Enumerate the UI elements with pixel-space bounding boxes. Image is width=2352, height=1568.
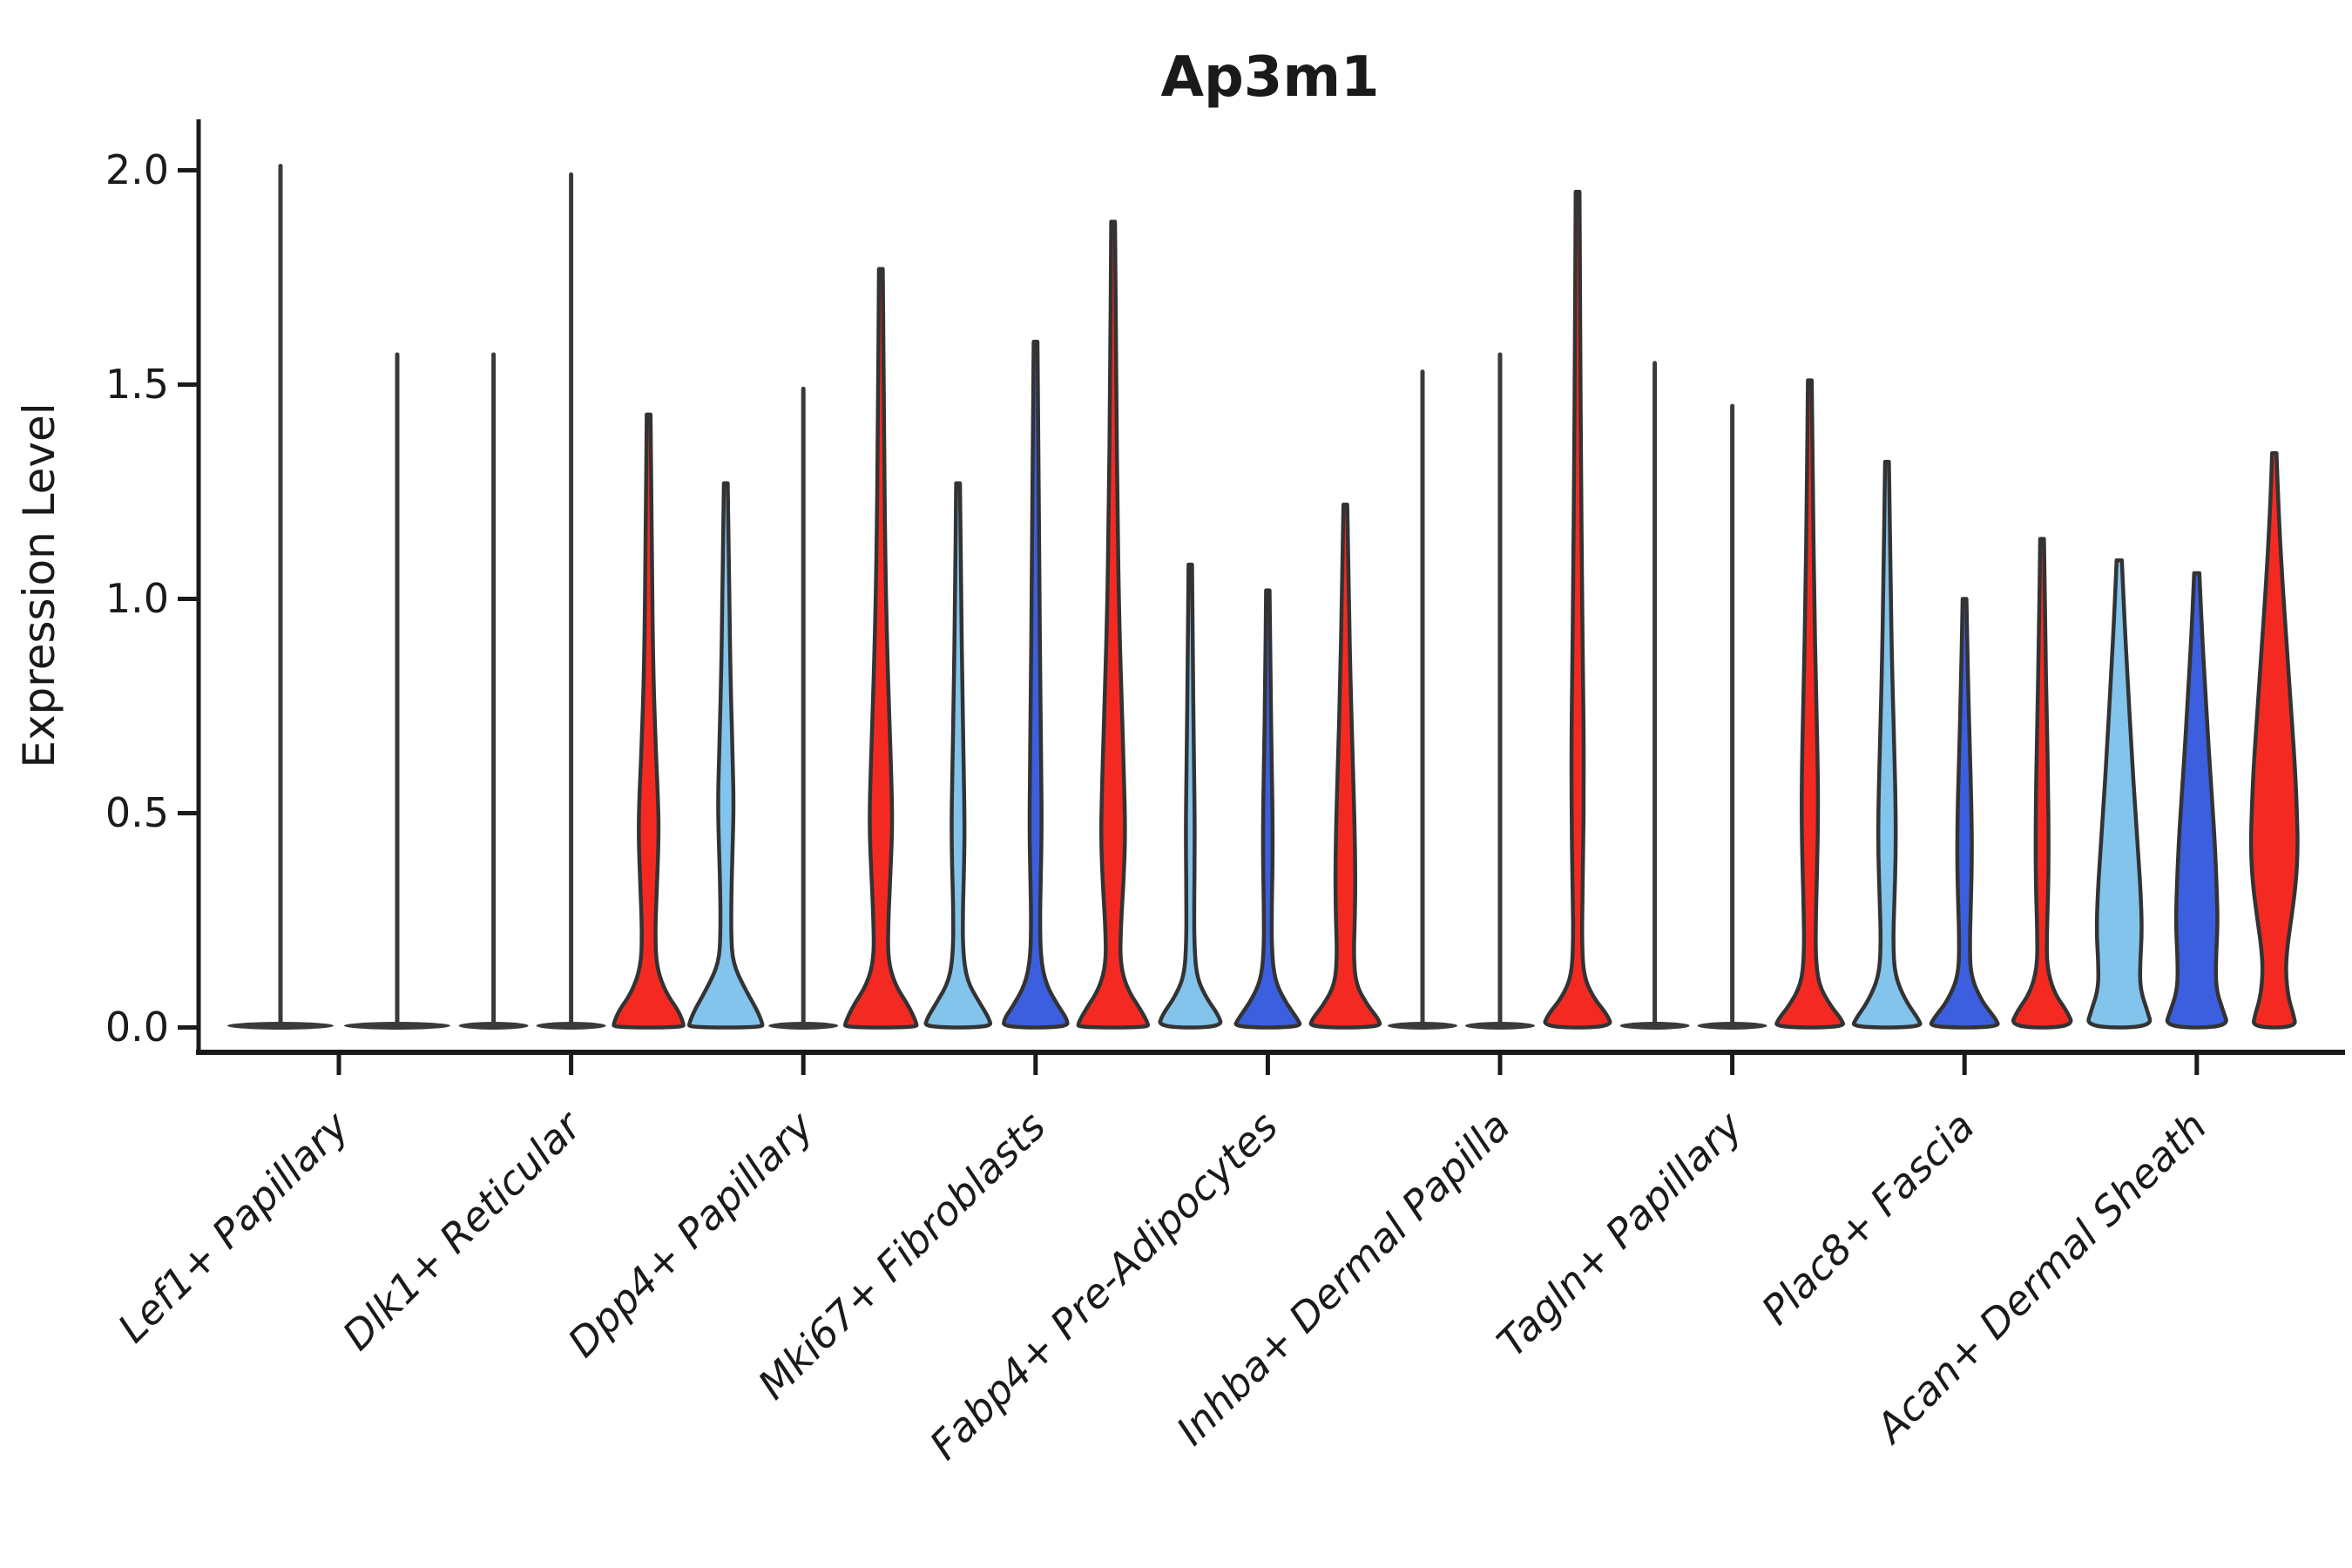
x-axis-ticks bbox=[336, 1052, 2200, 1075]
x-tick-label: Lef1+ Papillary bbox=[109, 1102, 358, 1351]
violin-base-inhba-dermal-papilla bbox=[1388, 1022, 1457, 1030]
y-tick-label: 0.5 bbox=[105, 789, 169, 836]
violin-red-dlk1-reticular bbox=[612, 412, 686, 1030]
x-tick-label: Plac8+ Fascia bbox=[1753, 1103, 1984, 1334]
violin-light_blue-plac8-fascia bbox=[1851, 459, 1923, 1030]
violin-light_blue-acan-dermal-sheath bbox=[2086, 558, 2153, 1030]
violin-base-dlk1-reticular bbox=[536, 1022, 606, 1030]
violin-red-dpp4-papillary bbox=[842, 267, 919, 1030]
x-tick-label: Dpp4+ Papillary bbox=[558, 1102, 822, 1366]
violin-base-lef1-papillary bbox=[344, 1022, 450, 1030]
violins-layer bbox=[227, 164, 2300, 1030]
violin-base-tagln-papillary bbox=[1697, 1022, 1767, 1030]
violin-light_blue-mki67-fibroblasts bbox=[923, 481, 993, 1030]
violin-red-acan-dermal-sheath bbox=[2248, 450, 2300, 1030]
x-axis-tick-labels: Lef1+ Papillary Dlk1+ Reticular Dpp4+ Pa… bbox=[109, 1100, 2216, 1469]
violin-red-tagln-papillary bbox=[1774, 378, 1845, 1030]
y-tick-label: 2.0 bbox=[105, 146, 169, 193]
y-tick-label: 0.0 bbox=[105, 1004, 169, 1051]
y-tick-label: 1.5 bbox=[105, 361, 169, 408]
y-axis-ticks bbox=[178, 168, 199, 1030]
violin-base-lef1-papillary bbox=[227, 1022, 334, 1030]
violin-base-inhba-dermal-papilla bbox=[1465, 1022, 1535, 1030]
x-tick-label: Dlk1+ Reticular bbox=[334, 1100, 592, 1359]
y-axis-tick-labels: 0.0 0.5 1.0 1.5 2.0 bbox=[105, 146, 169, 1051]
y-tick-label: 1.0 bbox=[105, 575, 169, 622]
violin-base-tagln-papillary bbox=[1619, 1022, 1690, 1030]
x-tick-label: Tagln+ Papillary bbox=[1488, 1102, 1752, 1366]
violin-dark_blue-acan-dermal-sheath bbox=[2165, 571, 2228, 1030]
violin-base-dpp4-papillary bbox=[768, 1022, 839, 1030]
violin-red-inhba-dermal-papilla bbox=[1543, 189, 1612, 1030]
y-axis-label: Expression Level bbox=[14, 402, 64, 767]
violin-dark_blue-mki67-fibroblasts bbox=[1002, 340, 1070, 1030]
violin-light_blue-fabp4-pre-adipocytes bbox=[1158, 562, 1223, 1030]
violin-light_blue-dpp4-papillary bbox=[686, 481, 765, 1030]
violin-dark_blue-plac8-fascia bbox=[1929, 597, 2000, 1030]
violin-red-fabp4-pre-adipocytes bbox=[1308, 503, 1382, 1030]
violin-dark_blue-fabp4-pre-adipocytes bbox=[1233, 588, 1302, 1030]
violin-red-plac8-fascia bbox=[2011, 537, 2073, 1030]
chart-title: Ap3m1 bbox=[1160, 45, 1379, 110]
violin-base-dlk1-reticular bbox=[458, 1022, 529, 1030]
violin-red-mki67-fibroblasts bbox=[1076, 220, 1151, 1030]
